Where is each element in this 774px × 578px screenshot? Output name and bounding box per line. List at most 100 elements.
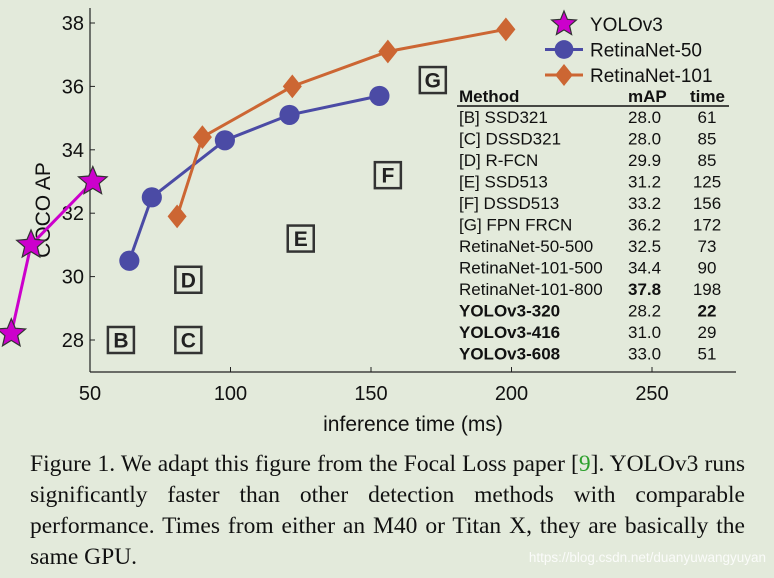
table-cell-map: 31.2 xyxy=(628,173,661,192)
axes: 50 100 150 200 250 28 30 32 34 36 38 inference time… xyxy=(32,8,736,436)
figure-caption: Figure 1. We adapt this figure from the … xyxy=(30,449,745,573)
figure-chart: 50 100 150 200 250 28 30 32 34 36 38 inference time… xyxy=(0,8,736,436)
method-marker-b: B xyxy=(106,325,136,355)
table-cell-method: RetinaNet-101-500 xyxy=(459,259,603,278)
diamond-marker xyxy=(555,63,573,87)
legend-label: RetinaNet-101 xyxy=(590,66,713,87)
table-row: [F] DSSD513 33.2 156 xyxy=(459,194,721,213)
marker-letter: E xyxy=(294,228,308,251)
table-row: [D] R-FCN 29.9 85 xyxy=(459,151,716,170)
table-cell-time: 85 xyxy=(698,151,717,170)
table-row: RetinaNet-101-800 37.8 198 xyxy=(459,280,721,299)
series-layer xyxy=(0,17,516,348)
caption-rest: ]. YOLOv3 runs significantly faster than… xyxy=(30,451,745,570)
table-cell-method: [B] SSD321 xyxy=(459,108,548,127)
table-cell-time: 156 xyxy=(693,194,721,213)
table-cell-map: 29.9 xyxy=(628,151,661,170)
table-cell-map: 32.5 xyxy=(628,237,661,256)
marker-box xyxy=(106,325,136,355)
diamond-marker xyxy=(192,125,212,150)
series-retinanet-50 xyxy=(119,85,390,271)
table-cell-map: 28.0 xyxy=(628,108,661,127)
table-cell-map: 33.2 xyxy=(628,194,661,213)
marker-letter: C xyxy=(181,330,196,353)
table-cell-map: 36.2 xyxy=(628,216,661,235)
marker-letter: D xyxy=(181,269,196,292)
marker-box xyxy=(418,65,448,95)
watermark: https://blog.csdn.net/duanyuwangyuyan xyxy=(528,550,766,565)
caption-lead: Figure 1. We adapt this figure from the … xyxy=(30,451,579,477)
y-tick-label: 32 xyxy=(62,203,84,225)
table-cell-time: 29 xyxy=(698,323,717,342)
y-axis-title: COCO AP xyxy=(32,162,55,258)
legend-label: YOLOv3 xyxy=(590,15,663,36)
table-cell-time: 22 xyxy=(698,302,717,321)
table-row: [C] DSSD321 28.0 85 xyxy=(459,130,716,149)
x-tick-label: 200 xyxy=(495,383,528,405)
legend-entry: YOLOv3 xyxy=(550,9,663,36)
method-marker-e: E xyxy=(286,224,315,253)
marker-box xyxy=(174,265,203,295)
diamond-marker xyxy=(496,17,516,42)
series-yolov3 xyxy=(0,164,109,348)
y-tick-label: 34 xyxy=(62,140,84,162)
circle-marker xyxy=(119,250,140,271)
y-tick-label: 36 xyxy=(62,76,84,98)
series-retinanet-101 xyxy=(167,17,516,229)
circle-marker xyxy=(279,104,300,126)
diamond-marker xyxy=(378,39,398,64)
method-marker-g: G xyxy=(418,65,448,95)
table-row: YOLOv3-608 33.0 51 xyxy=(459,345,716,364)
table-cell-map: 33.0 xyxy=(628,345,661,364)
circle-marker xyxy=(369,85,390,106)
y-tick-label: 38 xyxy=(62,13,84,35)
table-cell-map: 34.4 xyxy=(628,259,661,278)
table-row: RetinaNet-50-500 32.5 73 xyxy=(459,237,716,256)
marker-letter: F xyxy=(381,165,394,188)
x-tick-label: 250 xyxy=(635,383,668,405)
diamond-marker xyxy=(282,74,302,99)
table-row: RetinaNet-101-500 34.4 90 xyxy=(459,259,716,278)
table-row: [E] SSD513 31.2 125 xyxy=(459,173,721,192)
table-cell-map: 28.2 xyxy=(628,302,661,321)
circle-marker xyxy=(554,40,574,59)
table-cell-map: 37.8 xyxy=(628,280,661,299)
series-line xyxy=(127,94,380,262)
table-row: [B] SSD321 28.0 61 xyxy=(459,108,716,127)
results-table: Method mAP time [B] SSD321 28.0 61 [C] DSSD321… xyxy=(457,87,729,364)
legend-label: RetinaNet-50 xyxy=(590,41,702,62)
method-marker-f: F xyxy=(373,160,403,190)
table-cell-map: 31.0 xyxy=(628,323,661,342)
table-cell-method: [G] FPN FRCN xyxy=(459,216,572,235)
y-tick-label: 30 xyxy=(62,267,84,289)
marker-box xyxy=(174,325,203,355)
marker-box xyxy=(286,224,315,253)
table-cell-method: [D] R-FCN xyxy=(459,151,538,170)
citation-link[interactable]: 9 xyxy=(578,451,591,477)
table-cell-method: YOLOv3-416 xyxy=(459,323,560,342)
star-marker xyxy=(77,164,109,195)
table-header-time: time xyxy=(690,87,725,106)
star-marker xyxy=(0,317,28,348)
method-marker-d: D xyxy=(174,265,203,295)
table-cell-time: 172 xyxy=(693,216,721,235)
table-header-method: Method xyxy=(459,87,519,106)
legend-entry: RetinaNet-50 xyxy=(545,40,702,62)
y-tick-label: 28 xyxy=(62,330,84,352)
marker-letter: G xyxy=(425,70,441,93)
legend: YOLOv3 RetinaNet-50 RetinaNet-101 xyxy=(545,9,713,87)
table-cell-time: 85 xyxy=(698,130,717,149)
table-cell-method: [C] DSSD321 xyxy=(459,130,561,149)
table-cell-method: YOLOv3-608 xyxy=(459,345,560,364)
method-markers: B C D E F G xyxy=(106,65,448,355)
series-line xyxy=(175,27,507,217)
method-marker-c: C xyxy=(174,325,203,355)
table-cell-method: [F] DSSD513 xyxy=(459,194,559,213)
x-tick-label: 100 xyxy=(214,383,247,405)
circle-marker xyxy=(141,187,162,208)
table-cell-method: YOLOv3-320 xyxy=(459,302,560,321)
table-cell-time: 90 xyxy=(698,259,717,278)
legend-entry: RetinaNet-101 xyxy=(545,63,713,87)
circle-marker xyxy=(214,130,235,151)
table-cell-time: 198 xyxy=(693,280,721,299)
